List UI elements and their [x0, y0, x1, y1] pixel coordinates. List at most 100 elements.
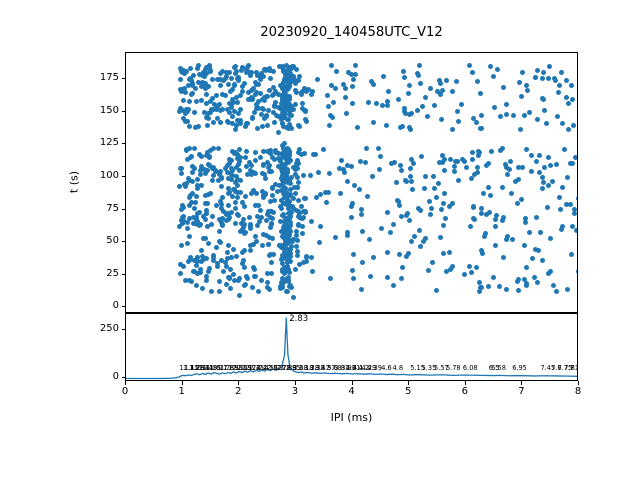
- scatter-point: [567, 160, 573, 166]
- scatter-point: [178, 166, 184, 172]
- scatter-point: [275, 92, 281, 98]
- scatter-point: [288, 75, 294, 81]
- scatter-point: [198, 182, 204, 188]
- scatter-point: [417, 63, 423, 69]
- scatter-point: [343, 86, 349, 92]
- scatter-point: [286, 82, 292, 88]
- scatter-point: [408, 165, 414, 171]
- scatter-point: [243, 124, 249, 130]
- scatter-point: [191, 166, 197, 172]
- scatter-point: [225, 162, 231, 168]
- scatter-point: [245, 89, 251, 95]
- scatter-point: [455, 118, 461, 124]
- minor-peak-label: 2.95: [285, 364, 301, 372]
- scatter-point: [210, 107, 216, 113]
- scatter-point: [266, 165, 272, 171]
- scatter-point: [377, 153, 383, 159]
- scatter-point: [233, 94, 239, 100]
- scatter-point: [503, 164, 509, 170]
- scatter-point: [283, 256, 289, 262]
- scatter-point: [325, 103, 331, 109]
- scatter-point: [237, 106, 243, 112]
- scatter-point: [326, 170, 332, 176]
- minor-peak-label: 2.01: [232, 364, 248, 372]
- scatter-point: [538, 229, 544, 235]
- scatter-point: [475, 170, 481, 176]
- scatter-point: [518, 127, 524, 133]
- scatter-point: [455, 177, 461, 183]
- scatter-point: [203, 273, 209, 279]
- scatter-point: [273, 99, 279, 105]
- scatter-point: [280, 146, 286, 152]
- scatter-point: [477, 150, 483, 156]
- scatter-point: [547, 269, 553, 275]
- scatter-point: [214, 263, 220, 269]
- scatter-point: [286, 279, 292, 285]
- scatter-point: [265, 107, 271, 113]
- scatter-point: [248, 247, 254, 253]
- scatter-point: [470, 149, 476, 155]
- y-axis-tick-label: 50: [106, 235, 119, 247]
- scatter-point: [287, 251, 293, 257]
- scatter-point: [209, 96, 215, 102]
- scatter-point: [500, 185, 506, 191]
- scatter-point: [417, 243, 423, 249]
- scatter-point: [200, 69, 206, 75]
- scatter-point: [286, 236, 292, 242]
- scatter-point: [516, 287, 522, 293]
- scatter-point: [399, 276, 405, 281]
- x-axis-tick-label: 3: [291, 386, 299, 397]
- scatter-point: [521, 242, 527, 248]
- scatter-point: [207, 68, 213, 74]
- scatter-point: [545, 155, 551, 161]
- scatter-point: [187, 76, 193, 82]
- scatter-point: [198, 84, 204, 90]
- scatter-point: [471, 116, 477, 122]
- y-axis-tick-label: 0: [112, 300, 119, 312]
- scatter-point: [264, 218, 270, 224]
- scatter-point: [293, 67, 299, 73]
- scatter-point: [185, 225, 191, 231]
- y-axis-tick-label: 100: [99, 169, 119, 181]
- scatter-point: [193, 215, 199, 221]
- scatter-point: [340, 82, 346, 88]
- scatter-point: [201, 82, 207, 88]
- scatter-point: [289, 174, 295, 180]
- scatter-point: [198, 154, 204, 160]
- y-axis-tick: [121, 208, 125, 210]
- scatter-point: [287, 219, 293, 225]
- scatter-point: [474, 78, 480, 84]
- scatter-point: [377, 166, 383, 172]
- scatter-point: [265, 122, 271, 128]
- scatter-point: [261, 116, 267, 122]
- scatter-point: [186, 178, 192, 184]
- scatter-point: [268, 251, 274, 257]
- scatter-point: [398, 168, 404, 174]
- scatter-point: [264, 232, 270, 238]
- scatter-point: [209, 213, 215, 219]
- scatter-point: [193, 85, 199, 91]
- scatter-point: [253, 69, 259, 75]
- scatter-point: [283, 151, 289, 157]
- scatter-point: [414, 108, 420, 114]
- y-axis-tick: [121, 273, 125, 275]
- scatter-point: [516, 165, 522, 171]
- scatter-point: [422, 95, 428, 101]
- scatter-point: [210, 76, 216, 82]
- scatter-point: [519, 164, 525, 170]
- scatter-point: [246, 69, 252, 75]
- scatter-point: [248, 190, 254, 196]
- scatter-point: [273, 88, 279, 94]
- scatter-point: [452, 158, 458, 164]
- scatter-point: [317, 239, 323, 245]
- scatter-point: [384, 103, 390, 109]
- scatter-point: [207, 62, 213, 68]
- scatter-point: [571, 207, 577, 213]
- scatter-point: [193, 262, 199, 268]
- minor-peak-label: 3.81: [334, 364, 350, 372]
- scatter-point: [433, 288, 439, 294]
- scatter-point: [468, 269, 474, 275]
- scatter-point: [418, 208, 424, 214]
- scatter-point: [242, 155, 248, 161]
- x-axis-tick-label: 4: [348, 386, 355, 397]
